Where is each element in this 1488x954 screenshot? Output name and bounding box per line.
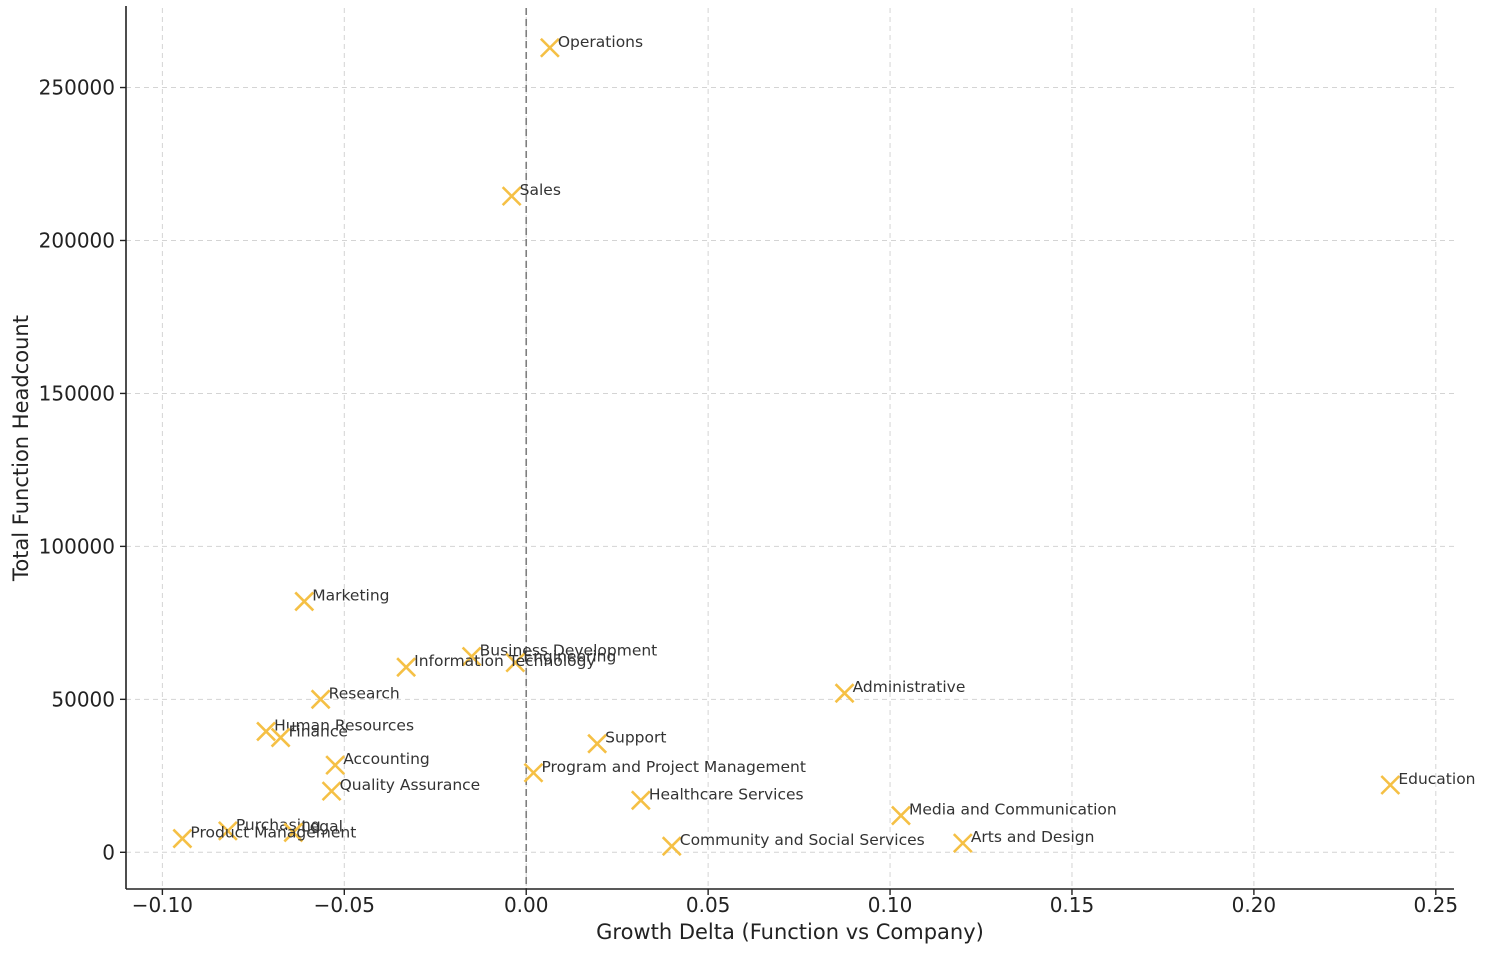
point-label: Media and Communication <box>909 801 1117 819</box>
x-tick-label: 0.05 <box>686 893 731 917</box>
point-label: Community and Social Services <box>680 831 925 849</box>
point-label: Sales <box>520 181 561 199</box>
x-marker <box>283 822 304 843</box>
x-marker <box>505 652 526 673</box>
x-marker <box>217 820 238 841</box>
x-marker <box>1380 775 1401 795</box>
x-marker <box>256 721 276 742</box>
axes: −0.10 −0.05 0.00 0.05 0.10 0.15 0.20 0.25 0 50000… <box>39 6 1458 917</box>
point-label: Human Resources <box>274 716 414 734</box>
point-label: Engineering <box>523 648 616 666</box>
x-marker <box>270 727 291 748</box>
point-label: Support <box>605 729 666 747</box>
data-point: Quality Assurance <box>321 776 481 802</box>
data-point: Sales <box>501 181 561 207</box>
point-label: Marketing <box>312 586 389 604</box>
x-tick-label: 0.25 <box>1414 893 1459 917</box>
x-tick-label: −0.10 <box>132 893 193 917</box>
x-marker <box>952 833 973 854</box>
x-marker <box>891 805 911 826</box>
data-point: Support <box>587 729 666 754</box>
x-marker <box>325 755 346 776</box>
data-point: Accounting <box>325 750 430 776</box>
x-marker <box>294 591 315 612</box>
y-tick-label: 200000 <box>39 228 115 252</box>
data-point: Program and Project Management <box>523 758 806 783</box>
point-label: Research <box>329 684 400 702</box>
data-point: Purchasing <box>217 816 321 841</box>
data-point: Media and Communication <box>891 801 1117 826</box>
x-marker <box>834 683 855 704</box>
data-point: Information Technology <box>396 652 596 678</box>
y-tick-label: 100000 <box>39 534 115 558</box>
y-tick-label: 150000 <box>39 381 115 405</box>
data-point: Legal <box>283 817 343 843</box>
data-point: Education <box>1380 770 1476 795</box>
point-label: Healthcare Services <box>649 785 804 803</box>
data-point: Community and Social Services <box>661 831 925 857</box>
x-axis-title: Growth Delta (Function vs Company) <box>596 920 984 944</box>
x-marker <box>310 689 331 710</box>
x-tick-label: 0.00 <box>504 893 549 917</box>
y-tick-label: 250000 <box>39 76 115 100</box>
x-tick-label: 0.20 <box>1232 893 1277 917</box>
x-tick-label: 0.10 <box>868 893 913 917</box>
point-label: Quality Assurance <box>340 776 481 794</box>
point-label: Legal <box>301 817 343 835</box>
y-axis-title: Total Function Headcount <box>9 315 33 582</box>
point-label: Arts and Design <box>971 828 1095 846</box>
data-point: Product Management <box>172 824 356 849</box>
point-label: Accounting <box>343 750 430 768</box>
y-tick-label: 50000 <box>51 687 115 711</box>
x-marker <box>172 828 193 849</box>
point-label: Product Management <box>190 824 356 842</box>
point-label: Operations <box>558 33 643 51</box>
x-marker <box>539 37 560 58</box>
data-point: Healthcare Services <box>630 785 804 811</box>
point-label: Information Technology <box>414 652 595 670</box>
data-point: Operations <box>539 33 643 58</box>
data-point: Engineering <box>505 648 616 673</box>
data-point: Administrative <box>834 678 966 704</box>
x-marker <box>501 186 522 207</box>
x-marker <box>587 733 608 754</box>
point-label: Education <box>1398 770 1475 788</box>
data-point: Research <box>310 684 400 710</box>
x-marker <box>396 657 417 678</box>
data-point: Arts and Design <box>952 828 1095 854</box>
x-tick-label: −0.05 <box>314 893 375 917</box>
point-label: Program and Project Management <box>541 758 805 776</box>
data-point: Finance <box>270 723 348 748</box>
y-tick-label: 0 <box>102 840 115 864</box>
x-marker <box>523 762 544 783</box>
x-marker <box>661 836 682 857</box>
point-label: Administrative <box>853 678 966 696</box>
point-label: Purchasing <box>236 816 321 834</box>
x-marker <box>630 790 651 811</box>
point-label: Finance <box>289 723 348 741</box>
data-point: Marketing <box>294 586 390 612</box>
x-marker <box>321 781 342 802</box>
data-point: Human Resources <box>256 716 414 742</box>
x-tick-label: 0.15 <box>1050 893 1095 917</box>
x-marker <box>461 646 482 667</box>
